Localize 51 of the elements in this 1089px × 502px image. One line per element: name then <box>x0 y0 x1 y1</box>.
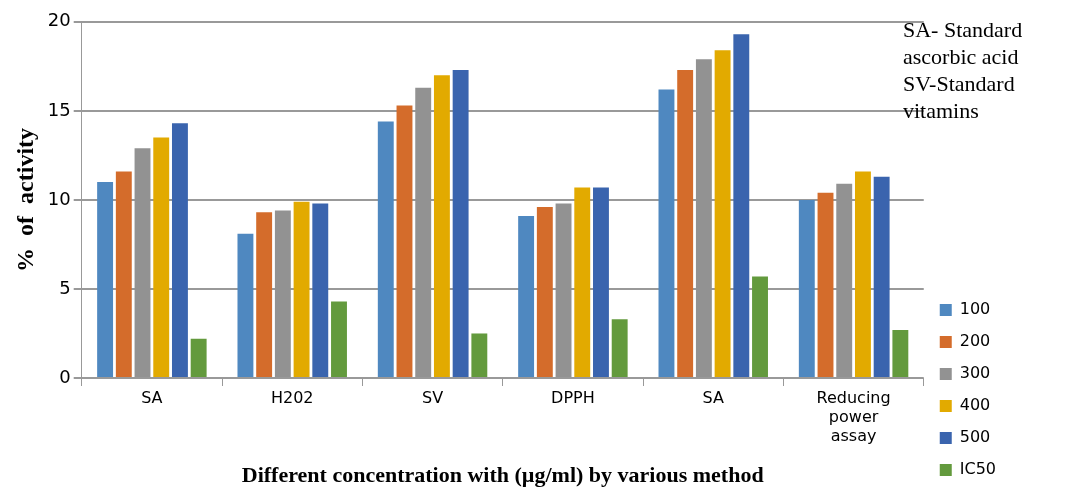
bar <box>293 201 310 377</box>
x-tick-label: SV <box>422 387 444 407</box>
legend-label: 300 <box>959 363 991 383</box>
x-tick-label: H202 <box>270 387 314 407</box>
y-tick-label: 20 <box>47 9 71 31</box>
legend-label: IC50 <box>959 459 996 479</box>
legend-label: 400 <box>959 395 991 415</box>
annotation: SV-Standard vitamins <box>903 70 1016 124</box>
bar <box>536 207 553 377</box>
legend-label: 500 <box>959 427 991 447</box>
bar <box>817 192 834 377</box>
bar <box>611 319 628 377</box>
x-tick-label: SA <box>702 387 724 407</box>
x-tick-label: DPPH <box>551 387 595 407</box>
bar <box>97 182 114 377</box>
y-tick-label: 5 <box>59 276 71 298</box>
bar <box>593 187 609 377</box>
bar <box>873 176 890 377</box>
annotation: SA- Standard ascorbic acid <box>903 16 1024 70</box>
bar <box>574 187 591 377</box>
y-tick-label: 0 <box>59 365 71 387</box>
bar <box>115 171 132 377</box>
bar <box>331 301 347 377</box>
bar <box>658 89 675 377</box>
bar <box>752 276 768 377</box>
bar <box>396 105 413 377</box>
x-tick-label: SA <box>141 387 163 407</box>
bar <box>256 212 273 377</box>
bar <box>677 69 694 377</box>
bar <box>377 121 394 377</box>
bar <box>190 338 207 377</box>
bar <box>892 329 909 377</box>
bar <box>471 333 488 377</box>
bar <box>714 50 731 377</box>
bar <box>452 69 469 377</box>
bar <box>798 199 815 377</box>
y-axis-title: % of activity <box>11 127 38 272</box>
x-axis-title: Different concentration with (µg/ml) by various method <box>241 462 764 488</box>
legend-label: 100 <box>959 299 991 319</box>
bar <box>153 137 170 377</box>
x-tick-label: Reducing power assay <box>816 387 891 446</box>
bar <box>312 203 329 377</box>
bar <box>518 215 535 377</box>
y-tick-label: 15 <box>47 98 71 120</box>
bar <box>854 171 871 377</box>
legend-label: 200 <box>959 331 991 351</box>
bar <box>171 123 188 377</box>
bar <box>433 75 450 377</box>
y-tick-label: 10 <box>47 187 71 209</box>
bar <box>237 233 254 377</box>
bar <box>733 34 750 377</box>
